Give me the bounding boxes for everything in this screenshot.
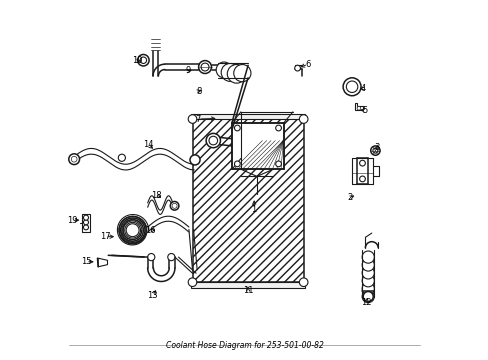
Circle shape: [119, 217, 146, 244]
Circle shape: [234, 161, 240, 167]
Circle shape: [343, 78, 360, 96]
Circle shape: [147, 253, 155, 261]
Circle shape: [359, 176, 365, 182]
Text: 18: 18: [151, 191, 162, 200]
Circle shape: [83, 225, 88, 230]
Bar: [190, 114, 305, 119]
Circle shape: [124, 222, 140, 238]
Circle shape: [83, 215, 88, 220]
Circle shape: [362, 267, 373, 279]
Circle shape: [123, 221, 142, 239]
Circle shape: [170, 202, 179, 210]
Text: 11: 11: [243, 286, 253, 295]
Circle shape: [362, 283, 373, 295]
Text: 12: 12: [361, 298, 371, 307]
Circle shape: [370, 146, 379, 155]
Circle shape: [83, 220, 88, 225]
Circle shape: [221, 63, 239, 81]
Circle shape: [122, 220, 143, 241]
Text: 9: 9: [185, 67, 190, 76]
Text: Coolant Hose Diagram for 253-501-00-82: Coolant Hose Diagram for 253-501-00-82: [165, 341, 323, 350]
Text: 7: 7: [195, 114, 200, 123]
Circle shape: [363, 292, 372, 302]
Text: 19: 19: [67, 216, 78, 225]
Circle shape: [227, 64, 245, 83]
Circle shape: [71, 156, 77, 162]
Circle shape: [362, 275, 373, 287]
Circle shape: [208, 136, 217, 145]
Circle shape: [275, 125, 281, 131]
Circle shape: [120, 218, 144, 242]
Text: 2: 2: [346, 193, 351, 202]
Circle shape: [346, 81, 357, 93]
Circle shape: [69, 154, 80, 165]
Circle shape: [140, 57, 146, 63]
Bar: [231, 123, 284, 169]
Circle shape: [126, 224, 139, 237]
Circle shape: [299, 115, 307, 123]
Circle shape: [362, 251, 373, 263]
Circle shape: [198, 60, 211, 73]
Text: 15: 15: [81, 257, 91, 266]
Circle shape: [216, 62, 231, 78]
Text: 1: 1: [251, 205, 256, 214]
Circle shape: [206, 134, 220, 148]
Circle shape: [362, 259, 373, 271]
Circle shape: [372, 148, 377, 153]
Bar: [190, 282, 305, 288]
Circle shape: [299, 278, 307, 287]
Polygon shape: [354, 103, 362, 110]
Circle shape: [359, 160, 365, 166]
Circle shape: [233, 64, 250, 82]
Circle shape: [190, 155, 200, 165]
Circle shape: [201, 63, 208, 71]
Circle shape: [362, 291, 373, 303]
Text: 10: 10: [131, 57, 142, 66]
Text: 8: 8: [196, 86, 201, 95]
Text: 6: 6: [305, 60, 310, 69]
Text: 5: 5: [362, 106, 367, 115]
Circle shape: [188, 278, 196, 287]
Circle shape: [294, 65, 300, 71]
Circle shape: [118, 154, 125, 161]
Polygon shape: [98, 258, 107, 267]
Circle shape: [172, 203, 177, 208]
Text: 3: 3: [374, 143, 379, 152]
Bar: [192, 117, 303, 282]
Circle shape: [275, 161, 281, 167]
Text: 16: 16: [145, 226, 156, 235]
Circle shape: [356, 107, 360, 110]
Circle shape: [167, 253, 175, 261]
Circle shape: [188, 115, 196, 123]
Text: 4: 4: [360, 84, 366, 93]
Text: 13: 13: [147, 291, 157, 300]
Text: 17: 17: [100, 232, 110, 241]
Text: 14: 14: [143, 140, 153, 149]
Circle shape: [137, 54, 149, 66]
Circle shape: [234, 125, 240, 131]
Bar: [82, 214, 89, 232]
